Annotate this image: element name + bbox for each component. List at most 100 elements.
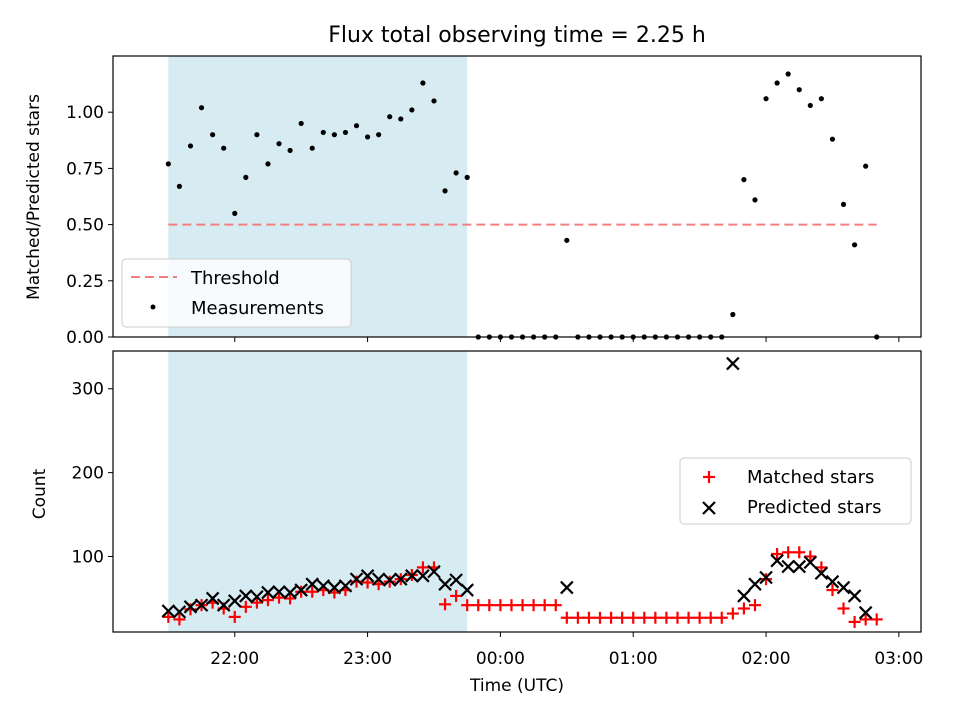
measurement-point-51 — [730, 311, 736, 318]
predicted-star-point-28 — [560, 580, 574, 595]
predicted-star-point-23 — [416, 569, 430, 583]
matched-star-point-41 — [616, 611, 629, 624]
predicted-star-point-10 — [272, 584, 286, 599]
predicted-star-point-33 — [770, 553, 784, 568]
predicted-star-point-16 — [338, 579, 353, 593]
predicted-star-point-29 — [726, 356, 740, 371]
threshold-legend-label: Threshold — [190, 268, 280, 289]
top-ticks-group: 0.00 0.25 0.50 0.75 1.00 — [66, 103, 900, 348]
matched-star-point-38 — [582, 611, 595, 624]
top-y-tick-label-0: 0.00 — [66, 328, 104, 348]
matched-star-point-0 — [162, 610, 175, 623]
top-legend-box — [121, 258, 352, 328]
bottom-y-tick-label-1: 200 — [72, 464, 104, 484]
matched-star-point-9 — [261, 594, 274, 607]
matched-star-point-6 — [228, 610, 241, 623]
matched-star-point-49 — [704, 611, 717, 624]
matched-star-point-30 — [494, 599, 507, 612]
measurement-point-11 — [287, 147, 293, 154]
measurement-point-59 — [818, 96, 824, 102]
predicted-star-point-38 — [825, 574, 840, 589]
matched-star-point-29 — [483, 599, 496, 612]
predicted-star-point-19 — [371, 572, 386, 586]
matched-star-point-36 — [560, 611, 573, 624]
predicted-star-point-39 — [836, 580, 851, 595]
matched-star-point-56 — [782, 546, 795, 559]
matched-star-point-57 — [793, 546, 806, 559]
predicted-star-point-17 — [349, 572, 364, 586]
predicted-star-point-7 — [239, 589, 253, 603]
matched-star-point-48 — [693, 611, 706, 624]
measurement-point-19 — [376, 132, 382, 138]
predicted-star-point-20 — [382, 573, 397, 587]
predicted-star-point-32 — [759, 570, 773, 585]
measurement-point-52 — [741, 177, 747, 183]
x-tick-label-1: 23:00 — [343, 649, 392, 669]
x-tick-label-4: 02:00 — [742, 649, 791, 669]
measurement-point-6 — [232, 210, 238, 216]
measurement-point-55 — [774, 80, 780, 86]
top-y-axis-label: Matched/Predicted stars — [24, 94, 44, 300]
predicted-star-point-27 — [460, 583, 474, 597]
matched-star-point-62 — [848, 615, 861, 628]
predicted-star-point-4 — [205, 591, 220, 606]
predicted-star-point-15 — [327, 580, 342, 595]
matched-star-point-8 — [250, 596, 263, 609]
measurement-point-10 — [276, 141, 282, 147]
predicted-star-point-22 — [405, 569, 419, 583]
bottom-plot-frame — [112, 350, 922, 633]
matched-star-point-40 — [605, 611, 618, 624]
matched-star-point-20 — [383, 575, 396, 588]
predicted-star-point-8 — [250, 589, 264, 604]
x-tick-label-2: 00:00 — [476, 649, 525, 669]
matched-star-point-64 — [870, 613, 883, 626]
predicted-star-point-9 — [261, 585, 275, 600]
matched-star-point-32 — [516, 599, 529, 612]
predicted-star-point-26 — [449, 573, 463, 587]
matched-star-point-25 — [439, 598, 452, 611]
predicted-star-point-41 — [858, 605, 873, 620]
matched-star-point-61 — [837, 602, 850, 615]
matched-star-point-37 — [571, 611, 584, 624]
measurement-point-23 — [420, 80, 426, 86]
measurement-point-57 — [796, 87, 802, 93]
measurement-point-54 — [763, 96, 769, 102]
predicted-star-point-12 — [294, 583, 308, 597]
predicted-star-point-34 — [781, 559, 795, 574]
matched-stars-legend-swatch — [703, 471, 715, 483]
predicted-stars-legend-label: Predicted stars — [747, 497, 881, 518]
predicted-star-point-6 — [227, 594, 242, 608]
bottom-observing-span — [168, 351, 468, 632]
predicted-star-point-3 — [194, 598, 209, 612]
matched-star-point-50 — [715, 611, 728, 624]
top-legend: Threshold Measurements — [121, 258, 352, 328]
predicted-star-point-13 — [305, 577, 320, 591]
measurement-point-63 — [863, 163, 869, 169]
predicted-star-point-36 — [803, 555, 818, 570]
measurement-point-61 — [840, 201, 847, 207]
matched-star-point-10 — [273, 591, 286, 604]
predicted-star-point-31 — [748, 577, 762, 591]
matched-star-point-63 — [859, 613, 872, 626]
measurement-point-4 — [210, 132, 216, 138]
matched-star-point-51 — [726, 607, 739, 620]
predicted-star-point-24 — [427, 564, 441, 579]
measurement-point-8 — [254, 132, 260, 138]
measurement-point-13 — [309, 145, 315, 151]
matched-star-point-39 — [594, 611, 607, 624]
top-y-tick-label-2: 0.50 — [66, 216, 104, 236]
matched-star-point-47 — [682, 611, 695, 624]
predicted-star-point-11 — [283, 585, 297, 600]
measurement-point-12 — [298, 120, 304, 127]
matched-star-point-12 — [295, 585, 308, 598]
measurement-point-15 — [331, 132, 337, 138]
predicted-star-point-40 — [847, 589, 862, 603]
x-tick-label-0: 22:00 — [210, 649, 259, 669]
matched-star-point-27 — [461, 599, 474, 612]
measurement-point-24 — [431, 98, 437, 104]
measurement-point-25 — [442, 188, 448, 194]
top-plot-frame — [112, 55, 922, 338]
